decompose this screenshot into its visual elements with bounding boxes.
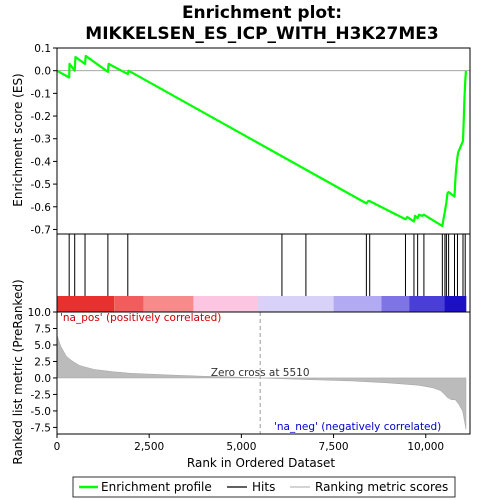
metric-y-axis-label: Ranked list metric (PreRanked) (11, 279, 25, 464)
es-y-tick-label: 0.0 (34, 66, 51, 78)
metric-y-tick-label: -7.5 (31, 422, 52, 434)
es-y-tick-label: -0.4 (31, 156, 52, 168)
colorbar-segment (193, 296, 258, 312)
chart-title-line2: MIKKELSEN_ES_ICP_WITH_H3K27ME3 (85, 24, 438, 44)
metric-y-tick-label: 0.0 (34, 373, 51, 385)
metric-y-tick-label: 7.5 (34, 323, 51, 335)
es-plot-area (57, 48, 470, 234)
es-y-tick-label: -0.1 (31, 88, 52, 100)
na-pos-label: 'na_pos' (positively correlated) (60, 312, 221, 324)
colorbar-segment (409, 296, 445, 312)
x-tick-label: 5,000 (226, 441, 256, 453)
hits-area (57, 234, 470, 296)
x-axis-label: Rank in Ordered Dataset (187, 456, 335, 470)
na-neg-label: 'na_neg' (negatively correlated) (274, 421, 441, 433)
x-tick-label: 0 (54, 441, 61, 453)
es-y-tick-label: 0.1 (34, 43, 51, 55)
colorbar-segment (381, 296, 410, 312)
x-tick-label: 10,000 (407, 441, 444, 453)
colorbar-segment (143, 296, 194, 312)
metric-y-tick-label: 2.5 (34, 356, 51, 368)
hits-panel (56, 233, 471, 313)
colorbar-segment (57, 296, 115, 312)
metric-plot-frame (56, 311, 471, 435)
chart-title-line1: Enrichment plot: (182, 3, 342, 23)
metric-y-tick-label: -2.5 (31, 389, 52, 401)
colorbar-segment (444, 296, 467, 312)
es-y-tick-label: -0.6 (31, 202, 52, 214)
legend-hits-label: Hits (252, 480, 275, 494)
ranking-metric-area (56, 334, 467, 430)
es-y-tick-label: -0.7 (31, 224, 52, 236)
legend-box (72, 476, 456, 498)
legend: Enrichment profile Hits Ranking metric s… (72, 476, 456, 498)
metric-y-tick-label: -5.0 (31, 406, 52, 418)
colorbar-segment (114, 296, 144, 312)
x-tick-label: 2,500 (134, 441, 164, 453)
es-y-axis-label: Enrichment score (ES) (11, 73, 25, 206)
metric-y-tick-label: 10.0 (28, 307, 51, 319)
colorbar-segment (257, 296, 334, 312)
ranking-metric-panel: Zero cross at 5510 'na_pos' (positively c… (28, 307, 471, 453)
x-tick-label: 7,500 (319, 441, 349, 453)
metric-y-tick-label: 5.0 (34, 340, 51, 352)
es-y-tick-label: -0.5 (31, 179, 52, 191)
colorbar-segment (333, 296, 382, 312)
es-y-tick-label: -0.2 (31, 111, 52, 123)
legend-enrichment-profile-label: Enrichment profile (101, 480, 212, 494)
enrichment-score-panel: 0.1 0.0 -0.1 -0.2 -0.3 -0.4 -0.5 -0.6 -0.7 (31, 43, 471, 236)
es-y-tick-label: -0.3 (31, 134, 52, 146)
zero-cross-label: Zero cross at 5510 (211, 367, 310, 379)
enrichment-profile-line (56, 54, 468, 228)
legend-ranking-metric-label: Ranking metric scores (315, 480, 448, 494)
